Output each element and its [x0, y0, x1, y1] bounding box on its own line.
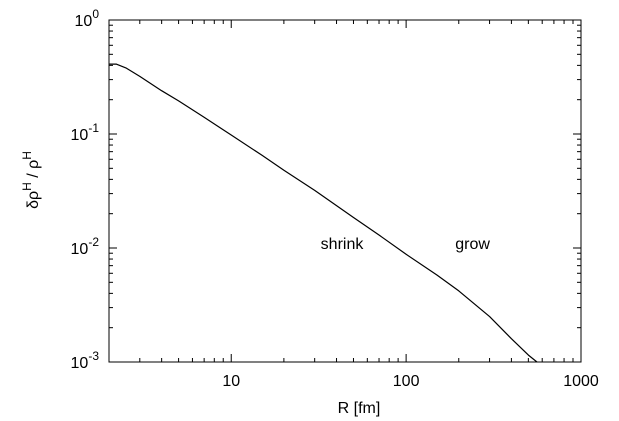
annotation-shrink: shrink	[321, 236, 365, 253]
annotations: shrink grow	[321, 236, 491, 253]
x-tick-label: 100	[393, 373, 420, 390]
series-layer	[109, 64, 537, 362]
y-axis-title: δρH / ρH	[20, 151, 42, 209]
tick-labels: 10 100 1000 10-3 10-2 10-1 100	[71, 7, 599, 390]
plot-frame	[109, 20, 581, 362]
y-tick-label: 10-1	[71, 121, 100, 144]
x-axis-title: R [fm]	[338, 400, 381, 417]
y-tick-label: 10-3	[71, 349, 100, 372]
y-axis-title-slash: / ρ	[25, 160, 42, 182]
x-tick-label: 1000	[563, 373, 599, 390]
series-line-0	[109, 64, 537, 362]
plot-area	[109, 20, 581, 362]
x-tick-label: 10	[222, 373, 240, 390]
axis-ticks	[109, 20, 581, 362]
y-axis-title-sup1: H	[20, 182, 34, 191]
y-tick-label: 100	[75, 7, 100, 30]
y-axis-title-sup2: H	[20, 151, 34, 160]
y-tick-label: 10-2	[71, 235, 100, 258]
annotation-grow: grow	[455, 236, 490, 253]
y-axis-title-main: δρ	[25, 191, 42, 209]
